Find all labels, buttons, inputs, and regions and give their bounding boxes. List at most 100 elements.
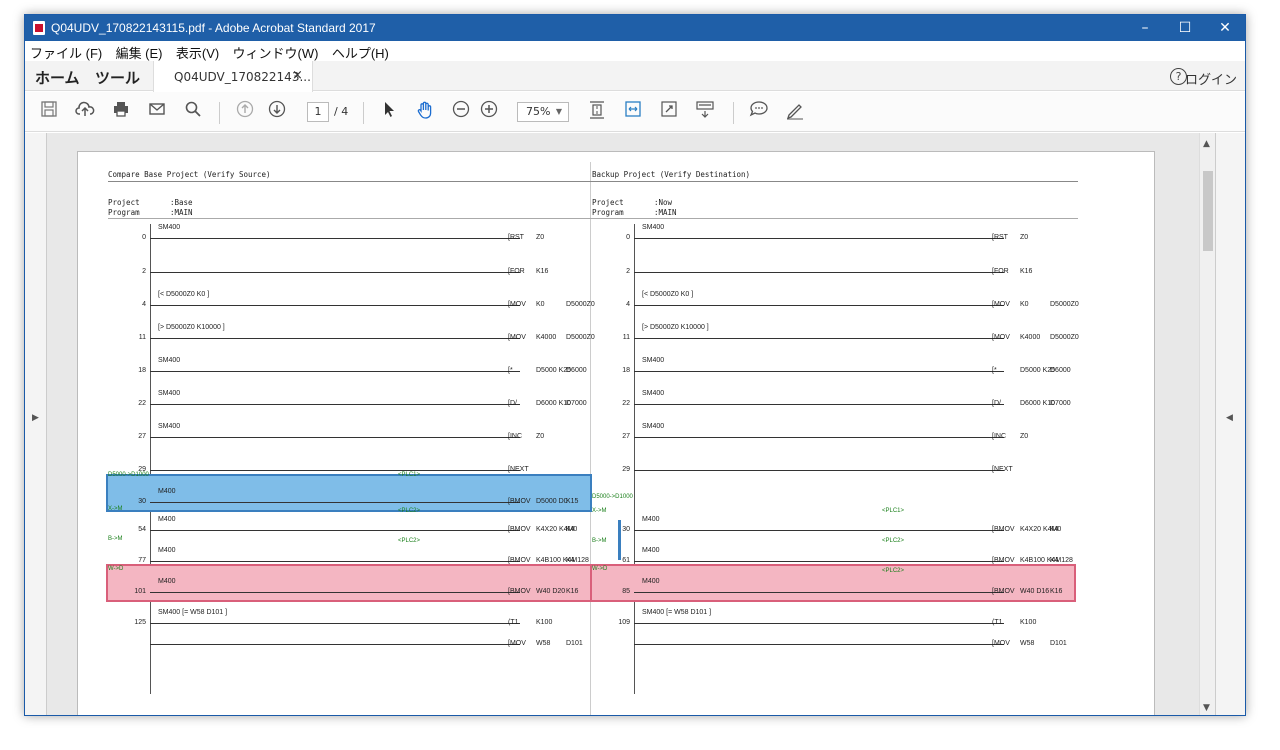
menu-help[interactable]: ヘルプ(H) [331,46,389,61]
operand: K4000 [1020,334,1041,341]
instruction: [BMOV [992,557,1015,564]
step-number: 54 [138,526,146,533]
search-icon[interactable] [181,100,205,124]
pencil-draw-icon[interactable] [783,100,807,124]
rung-comment: W->D [108,566,124,572]
menu-view[interactable]: 表示(V) [175,46,220,61]
menu-file[interactable]: ファイル (F) [30,46,103,61]
document-tab-label: Q04UDV_170822143... [174,70,311,84]
rung-wire [150,338,520,339]
maximize-button[interactable]: ☐ [1178,20,1192,36]
diff-marker [618,520,621,560]
instruction: (T1 [508,619,519,626]
rung-wire [634,272,1004,273]
menu-edit[interactable]: 編集 (E) [115,46,163,61]
instruction: [D/ [508,400,517,407]
operand: K4B100 K4M128 [536,557,589,564]
left-program-row: Program:MAIN [108,208,193,217]
scrollbar-thumb[interactable] [1203,171,1213,251]
rung-wire [150,502,520,503]
tab-document[interactable]: Q04UDV_170822143... × [153,61,313,92]
print-icon[interactable] [109,100,133,124]
operand: D5000 K25 [536,367,572,374]
next-page-icon[interactable] [265,100,289,124]
operand: K4B100 K4M128 [1020,557,1073,564]
operand: D6000 [1050,367,1071,374]
tab-bar: ホーム ツール Q04UDV_170822143... × ? ログイン [25,61,1245,92]
hand-tool-icon[interactable] [413,100,437,124]
chevron-up-icon[interactable]: ▲ [1203,139,1210,149]
toolbar-separator [219,102,220,124]
step-number: 77 [138,557,146,564]
previous-page-icon[interactable] [233,100,257,124]
diff-highlight [106,564,592,602]
rung-contact: [> D5000Z0 K10000 ] [158,324,225,331]
close-button[interactable]: ✕ [1219,20,1231,36]
fit-width-icon[interactable] [621,100,645,124]
menu-window[interactable]: ウィンドウ(W) [232,46,319,61]
step-number: 18 [622,367,630,374]
right-panel-toggle[interactable]: ◀ [1215,133,1245,715]
operand: D5000 K25 [1020,367,1056,374]
select-arrow-icon[interactable] [377,100,401,124]
tab-tools[interactable]: ツール [95,69,141,87]
chevron-down-icon[interactable]: ▼ [1203,703,1210,713]
instruction: [BMOV [508,557,531,564]
operand: K4000 [536,334,557,341]
operand: D6000 K10 [1020,400,1056,407]
operand: K0 [1020,301,1029,308]
chevron-left-icon: ◀ [1226,413,1233,423]
project-value: :Now [654,198,673,207]
zoom-in-icon[interactable] [477,100,501,124]
instruction: [RST [992,234,1008,241]
operand: W58 [536,640,551,647]
minimize-button[interactable]: – [1141,20,1149,36]
rung-contact: SM400 [158,357,181,364]
tab-home[interactable]: ホーム [35,69,80,87]
pdf-page: Compare Base Project (Verify Source) Pro… [77,151,1155,715]
vertical-scrollbar[interactable]: ▲ ▼ [1199,133,1215,715]
instruction: [MOV [508,301,526,308]
step-number: 18 [138,367,146,374]
login-link[interactable]: ログイン [1184,73,1237,88]
email-icon[interactable] [145,100,169,124]
instruction: [BMOV [508,588,531,595]
fit-page-icon[interactable] [585,100,609,124]
rung-contact: M400 [158,547,176,554]
rung-wire [150,371,520,372]
rung-wire [634,238,1004,239]
rung-wire [150,238,520,239]
step-number: 101 [134,588,146,595]
toolbar-separator [733,102,734,124]
help-icon[interactable]: ? [1170,68,1187,85]
zoom-out-icon[interactable] [449,100,473,124]
rung-wire [150,644,520,645]
operand: D5000 D0 [536,498,568,505]
instruction: [BMOV [992,588,1015,595]
rung-wire [150,561,520,562]
operand: D101 [566,640,583,647]
zoom-level-select[interactable]: 75% ▼ [517,102,569,122]
page-number-input[interactable]: 1 [307,102,329,122]
instruction: [MOV [992,301,1010,308]
comment-icon[interactable] [747,100,771,124]
rung-wire [150,592,520,593]
instruction: [BMOV [508,526,531,533]
left-panel-toggle[interactable]: ▶ [25,133,47,715]
rung-wire [634,561,1004,562]
rung-comment: X->M [592,508,607,514]
rung-wire [634,437,1004,438]
full-screen-icon[interactable] [657,100,681,124]
step-number: 11 [622,334,630,341]
step-number: 125 [134,619,146,626]
operand: D5000Z0 [1050,301,1079,308]
operand: Z0 [1020,433,1029,440]
upload-cloud-icon[interactable] [73,100,97,124]
rung-comment: D5000->D1000 [592,494,633,500]
close-tab-icon[interactable]: × [292,68,303,83]
operand: K0 [536,301,545,308]
save-icon[interactable] [37,100,61,124]
rung-wire [634,371,1004,372]
operand: D5000Z0 [1050,334,1079,341]
keyboard-scroll-icon[interactable] [693,100,717,124]
